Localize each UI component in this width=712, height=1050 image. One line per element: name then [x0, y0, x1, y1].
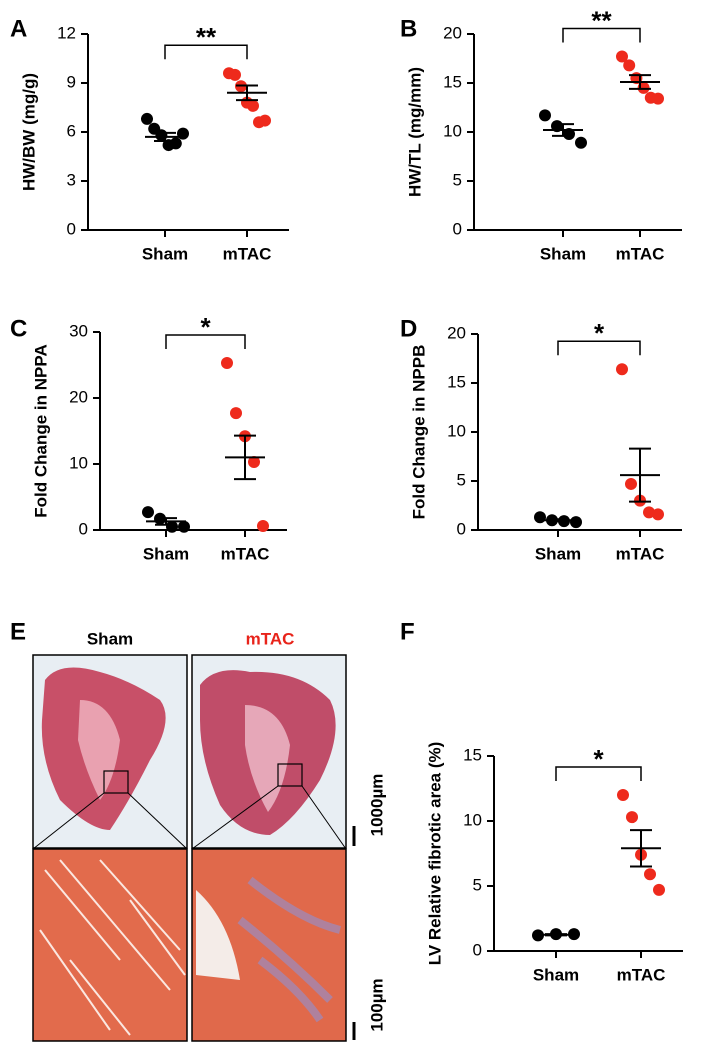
data-point [166, 520, 178, 533]
significance-label: ** [591, 5, 612, 35]
data-point [230, 407, 242, 420]
zoom-line [32, 792, 105, 850]
data-point [142, 506, 154, 519]
y-tick-label: 0 [457, 519, 466, 538]
significance-bracket [164, 44, 248, 60]
y-tick-label: 15 [443, 72, 462, 91]
y-axis-label: Fold Change in NPPB [409, 345, 428, 520]
zoom-box [277, 763, 303, 787]
significance-bracket [165, 334, 246, 350]
zoom-line [127, 792, 188, 850]
y-tick-label: 10 [69, 453, 88, 472]
x-tick-label: mTAC [617, 965, 666, 984]
panel-letter: A [10, 15, 27, 42]
y-axis-label: Fold Change in NPPA [31, 344, 50, 517]
zoom-line [191, 785, 279, 850]
y-tick-label: 15 [447, 372, 466, 391]
heart-chamber [245, 705, 290, 812]
data-point [644, 868, 656, 881]
y-tick-label: 5 [453, 170, 462, 189]
data-point [626, 811, 638, 824]
x-tick-label: Sham [540, 244, 586, 263]
y-tick-label: 0 [79, 519, 88, 538]
zoom-line [301, 785, 347, 850]
data-point [652, 92, 664, 105]
significance-label: * [594, 318, 605, 348]
data-point [169, 137, 182, 150]
x-tick-label: Sham [533, 965, 579, 984]
y-tick-label: 6 [67, 121, 76, 140]
y-tick-label: 15 [463, 745, 482, 764]
y-axis-label: LV Relative fibrotic area (%) [425, 742, 444, 966]
histology-panel: E Sham mTAC 1000µm 100µm [10, 618, 386, 1042]
data-point [653, 883, 665, 896]
heart-chamber [78, 700, 120, 800]
panel-letter: F [400, 618, 415, 645]
x-tick-label: mTAC [223, 244, 272, 263]
significance-label: * [593, 744, 604, 774]
x-tick-label: Sham [143, 544, 189, 563]
data-point [625, 477, 637, 490]
scale-label: 100µm [367, 978, 386, 1031]
tissue-texture [39, 859, 186, 1036]
x-tick-label: Sham [535, 544, 581, 563]
y-tick-label: 9 [67, 72, 76, 91]
y-tick-label: 0 [453, 219, 462, 238]
column-header: mTAC [246, 629, 295, 648]
data-point [259, 114, 271, 127]
y-tick-label: 0 [67, 219, 76, 238]
y-tick-label: 20 [447, 323, 466, 342]
x-tick-label: mTAC [221, 544, 270, 563]
panel-letter: D [400, 315, 417, 342]
data-point [652, 508, 664, 521]
data-point [178, 520, 190, 533]
y-tick-label: 10 [443, 121, 462, 140]
data-point [643, 506, 655, 519]
scale-label: 1000µm [367, 774, 386, 837]
y-tick-label: 20 [69, 387, 88, 406]
data-point [570, 516, 582, 529]
x-tick-label: mTAC [616, 544, 665, 563]
y-tick-label: 10 [447, 421, 466, 440]
data-point [539, 109, 551, 122]
column-header: Sham [87, 629, 133, 648]
x-tick-label: Sham [142, 244, 188, 263]
data-point [575, 136, 587, 149]
y-axis-label: HW/BW (mg/g) [19, 73, 38, 191]
data-point [247, 99, 259, 112]
y-tick-label: 5 [457, 470, 466, 489]
significance-bracket [555, 766, 642, 781]
data-point [617, 789, 629, 801]
y-tick-label: 5 [473, 875, 482, 894]
y-tick-label: 20 [443, 23, 462, 42]
x-tick-label: mTAC [616, 244, 665, 263]
y-tick-label: 10 [463, 810, 482, 829]
tissue-texture [196, 890, 240, 980]
y-tick-label: 0 [473, 940, 482, 959]
data-point [616, 363, 628, 376]
zoom-box [103, 770, 129, 794]
data-point [616, 50, 628, 63]
significance-bracket [562, 27, 641, 43]
y-tick-label: 30 [69, 321, 88, 340]
significance-bracket [557, 340, 641, 356]
panel-letter: E [10, 618, 26, 645]
panel-letter: B [400, 15, 417, 42]
y-axis-label: HW/TL (mg/mm) [405, 67, 424, 197]
data-point [141, 112, 153, 125]
significance-label: ** [196, 22, 217, 52]
data-point [229, 68, 241, 81]
data-point [623, 59, 636, 72]
data-point [221, 357, 233, 370]
data-point [248, 456, 260, 469]
data-point [534, 511, 546, 524]
panel-letter: C [10, 315, 27, 342]
y-tick-label: 12 [57, 23, 76, 42]
significance-label: * [200, 312, 211, 342]
fibrosis [237, 876, 342, 1023]
data-point [257, 520, 269, 533]
y-tick-label: 3 [67, 170, 76, 189]
